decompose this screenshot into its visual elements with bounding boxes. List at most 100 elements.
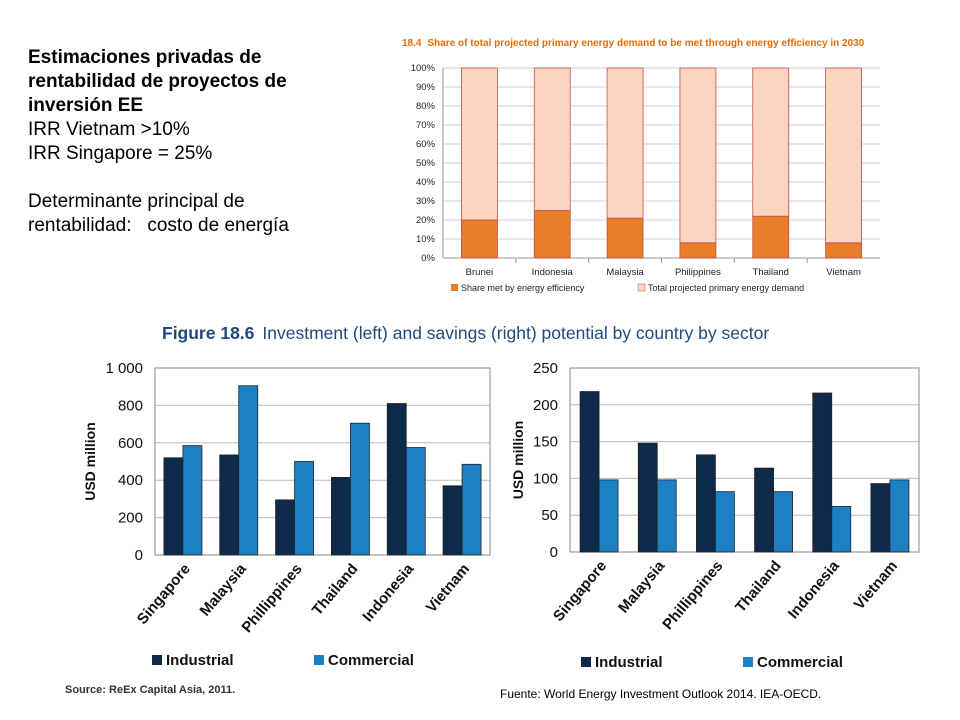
spacer [28, 166, 368, 190]
bar-industrial [637, 442, 658, 553]
figure-18-4-title: 18.4 Share of total projected primary ene… [402, 38, 864, 49]
legend-swatch-industrial [152, 655, 162, 665]
chart-investment-potential: 0 200 400 600 800 1 000 USD million Singapore Ma… [82, 360, 491, 669]
bar-industrial [386, 403, 407, 556]
y-tick-label: 150 [533, 434, 558, 451]
y-tick-label: 50 [541, 507, 558, 524]
bar-total-demand [533, 67, 571, 211]
y-tick-label: 90% [416, 82, 436, 93]
x-tick-label: Indonesia [532, 267, 574, 278]
bar-industrial [275, 499, 295, 556]
y-tick-label: 70% [416, 120, 436, 131]
legend-label: Commercial [757, 654, 843, 671]
x-tick-label: Indonesia [785, 557, 843, 622]
bar-total-demand [825, 67, 862, 244]
bar-commercial [831, 505, 852, 553]
y-tick-label: 800 [118, 397, 143, 414]
bar-total-demand [679, 67, 717, 244]
figure-18-4-number: 18.4 [402, 38, 422, 49]
y-tick-label: 10% [416, 234, 436, 245]
legend-label: Commercial [328, 652, 414, 669]
y-tick-label: 400 [118, 472, 143, 489]
x-tick-label: Singapore [134, 561, 194, 628]
bar-industrial [870, 483, 891, 553]
chart-2-plot: 0 200 400 600 800 1 000 USD million Singapore Ma… [82, 360, 491, 669]
determinant-line: Determinante principal de [28, 191, 245, 212]
figure-18-6-title: Figure 18.6 Investment (left) and savings… [162, 323, 769, 344]
bar-industrial [219, 454, 240, 556]
bar-commercial [598, 479, 619, 553]
bar-commercial [715, 491, 735, 553]
legend-swatch-commercial [314, 655, 324, 665]
bar-total-demand [606, 67, 644, 219]
bar-industrial [579, 391, 600, 553]
x-tick-label: Phillippines [659, 558, 726, 633]
y-tick-label: 50% [416, 158, 436, 169]
plot-border [569, 367, 920, 553]
figure-18-6-number: Figure 18.6 [162, 323, 255, 343]
y-tick-label: 200 [118, 510, 143, 527]
x-tick-label: Thailand [309, 561, 362, 619]
bar-commercial [461, 463, 482, 556]
y-tick-label: 250 [533, 360, 558, 377]
x-tick-label: Philippines [675, 267, 721, 278]
y-tick-label: 600 [118, 435, 143, 452]
y-axis-label: USD million [82, 422, 98, 501]
bar-industrial [442, 485, 463, 556]
y-tick-label: 30% [416, 196, 436, 207]
irr-vietnam: IRR Vietnam >10% [28, 119, 190, 140]
y-tick-label: 200 [533, 397, 558, 414]
bar-industrial [754, 467, 774, 553]
legend-swatch-industrial [581, 657, 591, 667]
bar-efficiency-share [533, 210, 571, 259]
x-tick-label: Thailand [732, 558, 785, 616]
source-note: Source: ReEx Capital Asia, 2011. [65, 684, 236, 696]
bar-commercial [889, 479, 910, 553]
irr-singapore: IRR Singapore = 25% [28, 143, 213, 164]
bar-commercial [182, 445, 203, 556]
y-tick-label: 0 [550, 544, 558, 561]
x-tick-label: Malaysia [615, 557, 669, 616]
x-tick-label: Vietnam [423, 561, 473, 616]
bar-industrial [812, 392, 833, 553]
bar-efficiency-share [679, 242, 717, 259]
bar-industrial [696, 454, 716, 553]
y-tick-label: 0 [135, 547, 143, 564]
x-tick-label: Brunei [466, 267, 493, 278]
determinant-line: rentabilidad: costo de energía [28, 215, 289, 236]
intro-text: Estimaciones privadas de rentabilidad de… [28, 46, 368, 238]
x-tick-label: Thailand [753, 267, 789, 278]
legend-label: Industrial [595, 654, 663, 671]
bar-industrial [331, 476, 351, 556]
x-tick-label: Vietnam [851, 558, 901, 613]
bar-efficiency-share [825, 242, 862, 259]
bar-total-demand [461, 67, 498, 221]
intro-heading-line: Estimaciones privadas de [28, 47, 262, 68]
intro-heading-line: inversión EE [28, 95, 144, 116]
bar-efficiency-share [606, 217, 644, 259]
x-tick-label: Vietnam [826, 267, 861, 278]
x-tick-label: Malaysia [197, 560, 251, 619]
legend-swatch-commercial [743, 657, 753, 667]
y-tick-label: 60% [416, 139, 436, 150]
plot-border [154, 367, 491, 556]
x-tick-label: Indonesia [359, 560, 417, 625]
x-tick-label: Malaysia [606, 267, 644, 278]
chart-3-plot: 0 50 100 150 200 250 USD million Singapore Malay… [510, 360, 920, 671]
bar-commercial [294, 461, 314, 556]
fuente-note: Fuente: World Energy Investment Outlook … [500, 687, 822, 701]
chart-energy-efficiency-share: 0% 10% 20% 30% 40% 50% 60% 70% 80% 90% 100% Brunei I… [395, 52, 890, 304]
y-tick-label: 20% [416, 215, 436, 226]
bar-commercial [238, 385, 259, 556]
y-tick-label: 80% [416, 101, 436, 112]
x-tick-label: Singapore [550, 558, 610, 625]
y-tick-label: 40% [416, 177, 436, 188]
bar-efficiency-share [752, 215, 790, 259]
y-tick-label: 100% [411, 63, 436, 74]
bar-commercial [773, 491, 793, 553]
y-tick-label: 100 [533, 470, 558, 487]
legend-label: Total projected primary energy demand [648, 283, 804, 293]
y-tick-label: 1 000 [105, 360, 143, 377]
y-axis-label: USD million [510, 421, 526, 500]
legend-swatch-total [637, 283, 646, 292]
